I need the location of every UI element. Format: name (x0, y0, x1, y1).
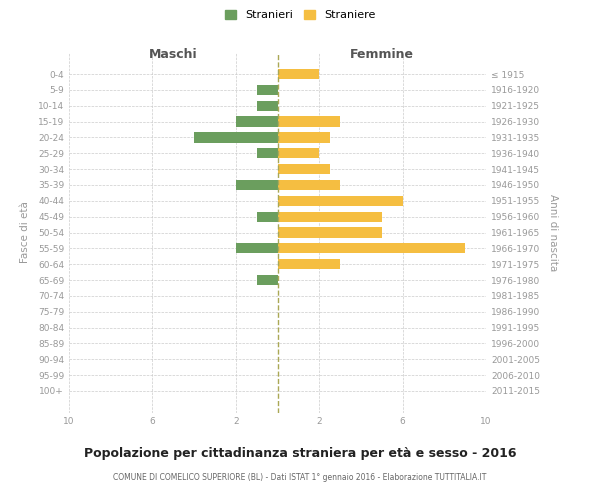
Bar (257, 84, 277, 95)
Bar (257, 148, 277, 158)
Bar (277, 196, 403, 206)
Text: Popolazione per cittadinanza straniera per età e sesso - 2016: Popolazione per cittadinanza straniera p… (84, 448, 516, 460)
Bar (277, 243, 465, 254)
Bar (277, 212, 382, 222)
Text: COMUNE DI COMELICO SUPERIORE (BL) - Dati ISTAT 1° gennaio 2016 - Elaborazione TU: COMUNE DI COMELICO SUPERIORE (BL) - Dati… (113, 472, 487, 482)
Bar (236, 116, 277, 126)
Text: Maschi: Maschi (149, 48, 197, 62)
Y-axis label: Fasce di età: Fasce di età (20, 202, 29, 264)
Bar (277, 132, 329, 142)
Bar (277, 69, 319, 79)
Bar (277, 228, 382, 237)
Bar (194, 132, 277, 142)
Bar (277, 164, 329, 174)
Bar (257, 212, 277, 222)
Bar (277, 180, 340, 190)
Bar (277, 259, 340, 270)
Legend: Stranieri, Straniere: Stranieri, Straniere (220, 6, 380, 25)
Text: Femmine: Femmine (350, 48, 414, 62)
Bar (277, 116, 340, 126)
Bar (257, 100, 277, 111)
Bar (236, 180, 277, 190)
Y-axis label: Anni di nascita: Anni di nascita (548, 194, 559, 271)
Bar (277, 148, 319, 158)
Bar (257, 275, 277, 285)
Bar (236, 243, 277, 254)
